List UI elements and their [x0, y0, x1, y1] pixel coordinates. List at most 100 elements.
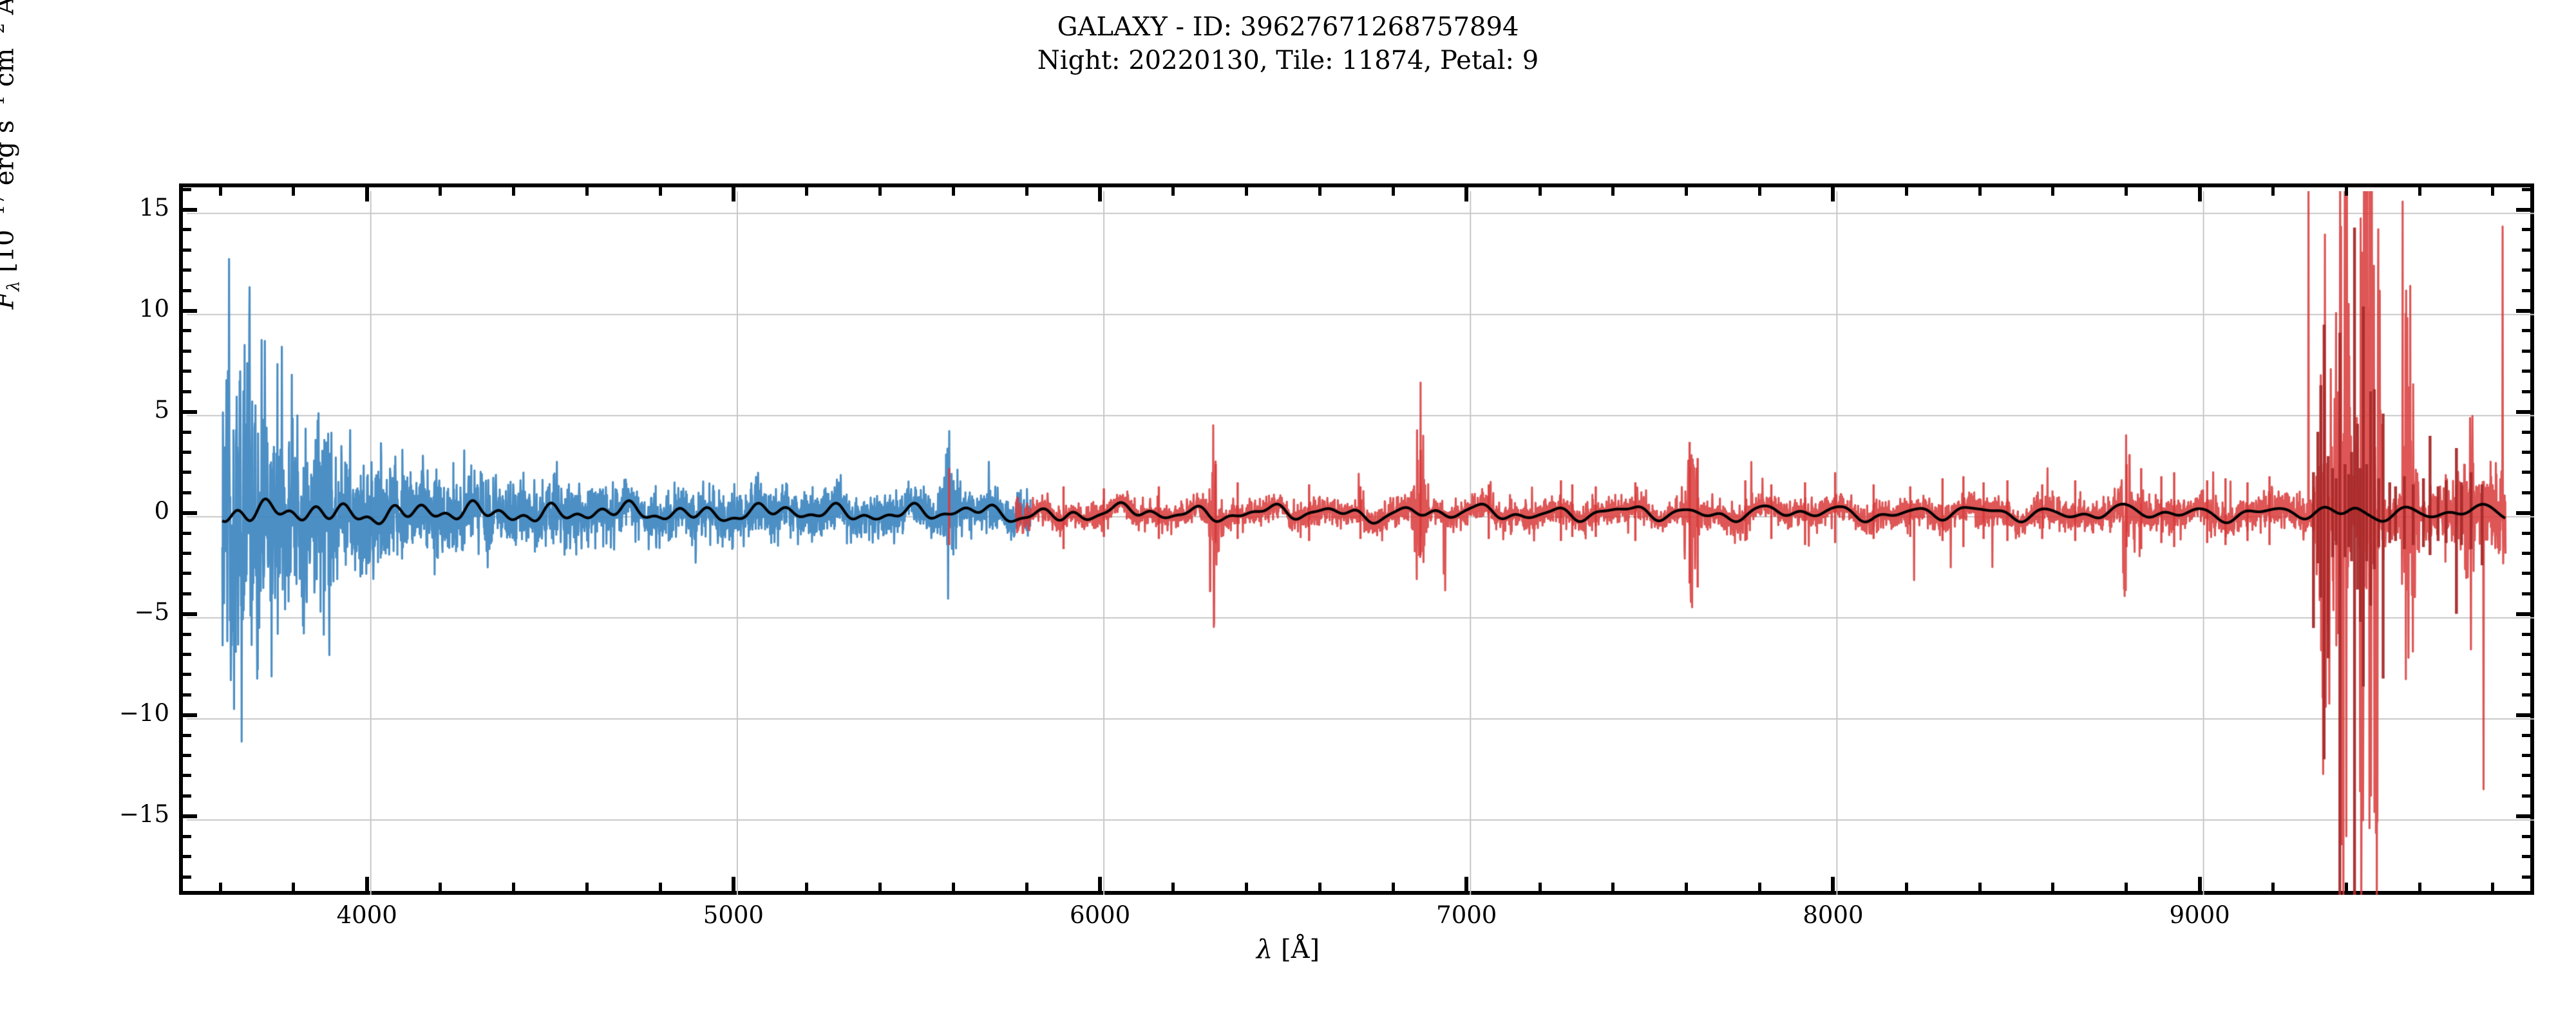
y-tick-minor [183, 693, 191, 697]
x-tick-minor [951, 883, 955, 891]
y-tick-minor [183, 329, 191, 333]
x-tick-minor [1978, 883, 1982, 891]
y-tick-minor [2522, 754, 2530, 758]
y-tick-minor [2522, 370, 2530, 373]
y-tick-major [2516, 612, 2530, 616]
x-tick-minor [1611, 883, 1615, 891]
y-tick-minor [2522, 673, 2530, 677]
x-tick-minor [2344, 187, 2348, 196]
x-tick-label: 8000 [1803, 901, 1864, 929]
y-tick-major [183, 814, 197, 818]
y-tick-minor [2522, 875, 2530, 879]
y-tick-major [183, 713, 197, 717]
x-tick-label: 4000 [336, 901, 397, 929]
x-tick-minor [2491, 187, 2495, 196]
x-tick-minor [805, 187, 809, 196]
y-tick-minor [183, 855, 191, 859]
x-tick-minor [511, 187, 515, 196]
y-tick-minor [2522, 653, 2530, 657]
y-tick-minor [2522, 774, 2530, 778]
x-tick-minor [585, 883, 589, 891]
y-tick-minor [2522, 430, 2530, 434]
y-tick-minor [2522, 531, 2530, 535]
y-tick-minor [183, 592, 191, 595]
y-tick-minor [2522, 268, 2530, 272]
y-tick-label: 0 [154, 496, 169, 525]
x-tick-label: 9000 [2169, 901, 2230, 929]
x-tick-minor [878, 883, 882, 891]
y-tick-minor [183, 268, 191, 272]
y-tick-minor [2522, 187, 2530, 191]
y-tick-minor [183, 430, 191, 434]
y-tick-minor [183, 349, 191, 353]
x-tick-minor [1245, 187, 1249, 196]
y-tick-minor [2522, 794, 2530, 798]
y-tick-minor [183, 673, 191, 677]
x-tick-major [365, 187, 369, 201]
y-tick-minor [2522, 733, 2530, 737]
y-tick-minor [183, 834, 191, 838]
x-tick-minor [1025, 187, 1028, 196]
y-tick-minor [183, 551, 191, 555]
x-tick-minor [2051, 883, 2055, 891]
x-tick-minor [585, 187, 589, 196]
x-tick-label: 5000 [703, 901, 764, 929]
x-tick-minor [1904, 187, 1908, 196]
y-tick-minor [183, 228, 191, 232]
x-tick-minor [878, 187, 882, 196]
y-tick-minor [2522, 471, 2530, 474]
plot-frame [179, 183, 2534, 895]
x-tick-minor [2344, 883, 2348, 891]
x-tick-minor [292, 883, 296, 891]
y-tick-label: −15 [118, 800, 169, 828]
y-tick-major [2516, 713, 2530, 717]
x-axis-label: λ [Å] [1256, 935, 1320, 964]
x-tick-major [2197, 187, 2202, 201]
y-tick-label: −5 [134, 597, 169, 626]
y-tick-major [2516, 308, 2530, 313]
y-tick-minor [183, 733, 191, 737]
y-tick-minor [183, 187, 191, 191]
title-line-object-id: GALAXY - ID: 39627671268757894 [1057, 12, 1519, 42]
y-tick-major [2516, 207, 2530, 212]
y-tick-minor [183, 774, 191, 778]
y-tick-minor [2522, 248, 2530, 252]
y-tick-minor [183, 248, 191, 252]
y-tick-minor [183, 491, 191, 494]
spectrum-canvas [187, 191, 2534, 895]
x-tick-minor [2271, 187, 2275, 196]
y-tick-major [183, 409, 197, 414]
y-tick-minor [2522, 693, 2530, 697]
x-tick-minor [658, 883, 662, 891]
y-tick-minor [183, 572, 191, 576]
x-tick-minor [439, 187, 442, 196]
x-tick-minor [1391, 883, 1395, 891]
x-tick-major [731, 877, 735, 891]
y-tick-major [2516, 814, 2530, 818]
y-tick-minor [2522, 491, 2530, 494]
x-tick-minor [218, 883, 222, 891]
y-tick-minor [183, 389, 191, 393]
x-tick-label: 7000 [1436, 901, 1497, 929]
x-tick-minor [1758, 187, 1762, 196]
x-tick-minor [1391, 187, 1395, 196]
x-tick-minor [1904, 883, 1908, 891]
x-tick-minor [1245, 883, 1249, 891]
x-tick-minor [2125, 187, 2128, 196]
y-tick-minor [183, 370, 191, 373]
x-tick-minor [1685, 187, 1689, 196]
x-tick-major [1831, 187, 1835, 201]
y-tick-label: 15 [138, 193, 169, 221]
y-tick-major [183, 308, 197, 313]
x-tick-major [365, 877, 369, 891]
x-tick-minor [1025, 883, 1028, 891]
y-tick-minor [2522, 228, 2530, 232]
x-tick-minor [658, 187, 662, 196]
y-tick-major [183, 207, 197, 212]
y-tick-minor [2522, 592, 2530, 595]
y-tick-minor [2522, 450, 2530, 454]
x-tick-minor [1685, 883, 1689, 891]
y-tick-minor [183, 288, 191, 292]
x-tick-minor [1171, 187, 1175, 196]
y-tick-minor [183, 794, 191, 798]
